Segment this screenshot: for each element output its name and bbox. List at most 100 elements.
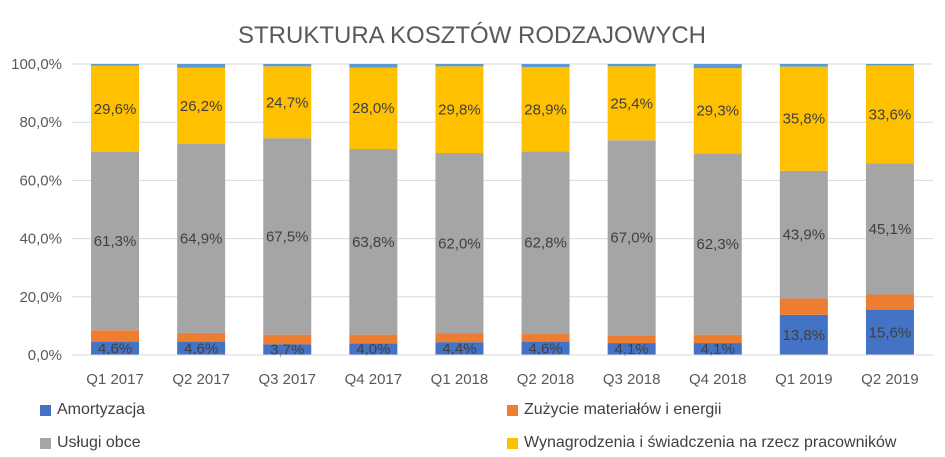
bar-segment <box>779 314 828 355</box>
x-tick-label: Q2 2019 <box>861 371 919 388</box>
data-labels: 4,6% 61,3% 29,6% 4,6% 64,9% 26,2% 3,7% 67,5% 24,… <box>94 94 911 358</box>
data-label: 13,8% <box>783 327 826 344</box>
bar-segment <box>521 67 570 152</box>
bar-segment <box>263 334 312 345</box>
bar-segment <box>607 335 656 344</box>
bar-segment <box>693 343 742 355</box>
bar-segment <box>177 341 226 355</box>
bar-segment <box>693 153 742 335</box>
x-tick-label: Q3 2017 <box>258 371 316 388</box>
data-label: 45,1% <box>869 221 912 238</box>
bar-segment <box>779 66 828 171</box>
x-tick-label: Q4 2017 <box>345 371 403 388</box>
bar-segment <box>263 64 312 67</box>
y-axis-tick-labels: 0,0% 20,0% 40,0% 60,0% 80,0% 100,0% <box>11 56 62 364</box>
bar-segment <box>349 334 398 344</box>
bar-segment <box>263 66 312 139</box>
y-tick-label: 60,0% <box>19 172 62 189</box>
bar-segment <box>435 64 484 67</box>
data-label: 61,3% <box>94 233 137 250</box>
bar-segment <box>177 67 226 145</box>
data-label: 25,4% <box>610 95 653 112</box>
bar-segment <box>349 64 398 68</box>
data-label: 62,3% <box>696 236 739 253</box>
x-tick-label: Q4 2018 <box>689 371 747 388</box>
bar-segment <box>693 68 742 154</box>
x-tick-label: Q1 2019 <box>775 371 833 388</box>
bar-segment <box>435 333 484 343</box>
data-label: 4,1% <box>615 341 649 358</box>
bar-segment <box>435 153 484 334</box>
bar-segment <box>91 65 140 152</box>
data-label: 29,3% <box>696 103 739 120</box>
data-label: 4,6% <box>184 340 218 357</box>
x-tick-label: Q1 2017 <box>86 371 144 388</box>
data-label: 67,0% <box>610 230 653 247</box>
bar-segment <box>779 64 828 67</box>
bar-segment <box>779 170 828 299</box>
bar-segment <box>607 66 656 141</box>
data-label: 24,7% <box>266 94 309 111</box>
bar-segment <box>607 64 656 67</box>
data-label: 64,9% <box>180 230 223 247</box>
data-label: 26,2% <box>180 98 223 115</box>
bar-segment <box>865 294 914 310</box>
bar-segment <box>693 334 742 344</box>
bar-segment <box>607 343 656 355</box>
data-label: 4,4% <box>442 341 476 358</box>
data-label: 35,8% <box>783 111 826 128</box>
bar-segment <box>177 332 226 342</box>
bar-segment <box>693 64 742 69</box>
data-label: 28,9% <box>524 101 567 118</box>
y-tick-label: 20,0% <box>19 289 62 306</box>
bars <box>91 64 914 355</box>
data-label: 29,8% <box>438 102 481 119</box>
data-label: 43,9% <box>783 227 826 244</box>
data-label: 67,5% <box>266 228 309 245</box>
data-label: 62,0% <box>438 235 481 252</box>
bar-segment <box>177 144 226 333</box>
bar-segment <box>865 65 914 164</box>
bar-segment <box>177 64 226 68</box>
bar-segment <box>349 67 398 149</box>
bar-segment <box>91 341 140 355</box>
data-label: 4,6% <box>528 340 562 357</box>
y-tick-label: 100,0% <box>11 56 62 73</box>
data-label: 62,8% <box>524 235 567 252</box>
data-label: 28,0% <box>352 100 395 117</box>
data-label: 29,6% <box>94 101 137 118</box>
x-axis-tick-labels: Q1 2017 Q2 2017 Q3 2017 Q4 2017 Q1 2018 Q2 20… <box>86 371 918 388</box>
bar-segment <box>865 309 914 355</box>
bar-segment <box>263 138 312 335</box>
y-tick-label: 80,0% <box>19 114 62 131</box>
bar-segment <box>263 344 312 355</box>
bar-segment <box>521 334 570 342</box>
bar-segment <box>435 66 484 154</box>
data-label: 4,1% <box>701 341 735 358</box>
bar-segment <box>865 64 914 66</box>
chart-title: STRUKTURA KOSZTÓW RODZAJOWYCH <box>238 22 706 49</box>
bar-segment <box>521 151 570 335</box>
bar-segment <box>607 140 656 336</box>
y-tick-label: 40,0% <box>19 231 62 248</box>
data-label: 3,7% <box>270 342 304 359</box>
data-label: 4,0% <box>356 341 390 358</box>
bar-segment <box>349 343 398 355</box>
y-tick-label: 0,0% <box>28 347 62 364</box>
bar-segment <box>91 64 140 66</box>
x-tick-label: Q2 2017 <box>172 371 230 388</box>
x-tick-label: Q1 2018 <box>431 371 489 388</box>
bar-segment <box>521 64 570 68</box>
bar-segment <box>779 298 828 315</box>
x-tick-label: Q2 2018 <box>517 371 575 388</box>
bar-segment <box>349 148 398 335</box>
bar-segment <box>521 341 570 355</box>
bar-segment <box>865 163 914 295</box>
data-label: 63,8% <box>352 234 395 251</box>
bar-segment <box>435 342 484 355</box>
x-tick-label: Q3 2018 <box>603 371 661 388</box>
bar-segment <box>91 330 140 342</box>
bar-segment <box>91 151 140 331</box>
